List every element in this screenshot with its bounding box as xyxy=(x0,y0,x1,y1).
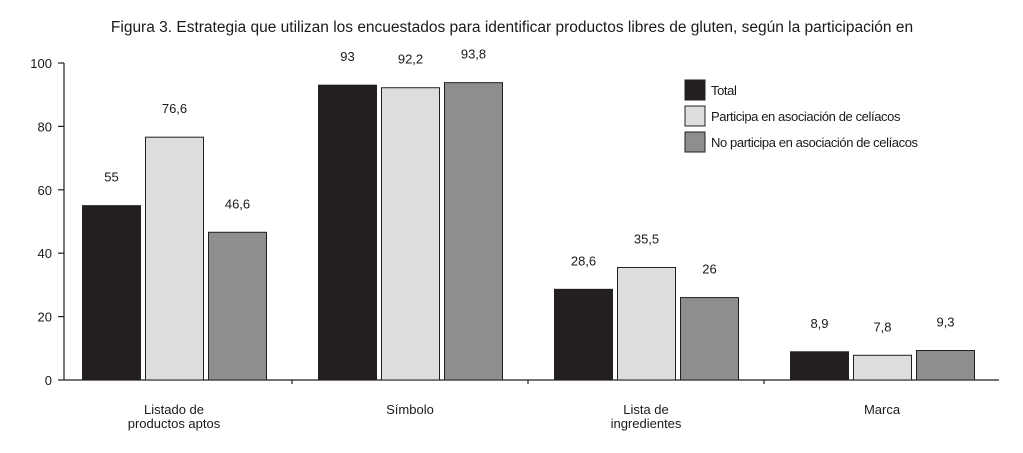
category-label: Marca xyxy=(864,402,901,417)
data-labels: 55 93 28,6 8,9 76,6 92,2 35,5 7,8 46,6 93,8 26 9,3 xyxy=(104,47,954,335)
data-label: 28,6 xyxy=(571,253,596,268)
data-label: 46,6 xyxy=(225,196,250,211)
category-label: Símbolo xyxy=(386,402,434,417)
data-label: 7,8 xyxy=(873,319,891,334)
data-label: 26 xyxy=(702,262,716,277)
y-tick-label: 60 xyxy=(38,183,52,198)
bar xyxy=(916,350,975,381)
data-label: 55 xyxy=(104,170,118,185)
data-label: 93 xyxy=(340,49,354,64)
data-label: 8,9 xyxy=(810,316,828,331)
legend-label: Total xyxy=(711,83,737,98)
bar xyxy=(790,351,849,381)
legend: Total Participa en asociación de celíacos… xyxy=(684,79,919,153)
bar xyxy=(145,136,204,381)
y-tick-label: 40 xyxy=(38,246,52,261)
bar xyxy=(444,82,503,381)
category-label: Listado de productos aptos xyxy=(128,402,221,431)
data-label: 92,2 xyxy=(398,52,423,67)
y-tick-label: 100 xyxy=(30,56,52,71)
category-labels: Listado de productos aptos Símbolo Lista de… xyxy=(128,402,901,431)
data-label: 76,6 xyxy=(162,101,187,116)
legend-label: Participa en asociación de celíacos xyxy=(711,109,901,124)
bars xyxy=(82,82,975,381)
bar xyxy=(208,231,267,381)
bar xyxy=(381,87,440,381)
y-tick-label: 80 xyxy=(38,119,52,134)
bar xyxy=(853,354,912,381)
y-tick-label: 20 xyxy=(38,310,52,325)
legend-swatch xyxy=(684,131,706,153)
bar xyxy=(617,266,676,381)
data-label: 35,5 xyxy=(634,231,659,246)
bar xyxy=(680,297,739,381)
data-label: 9,3 xyxy=(936,315,954,330)
legend-label: No participa en asociación de celíacos xyxy=(711,135,919,150)
bar xyxy=(554,288,613,381)
chart-title: Figura 3. Estrategia que utilizan los en… xyxy=(111,19,913,36)
data-label: 93,8 xyxy=(461,47,486,62)
legend-swatch xyxy=(684,79,706,101)
legend-swatch xyxy=(684,105,706,127)
bar xyxy=(318,84,377,381)
y-tick-label: 0 xyxy=(45,373,52,388)
bar xyxy=(82,205,141,381)
category-label: Lista de ingredientes xyxy=(611,402,682,431)
